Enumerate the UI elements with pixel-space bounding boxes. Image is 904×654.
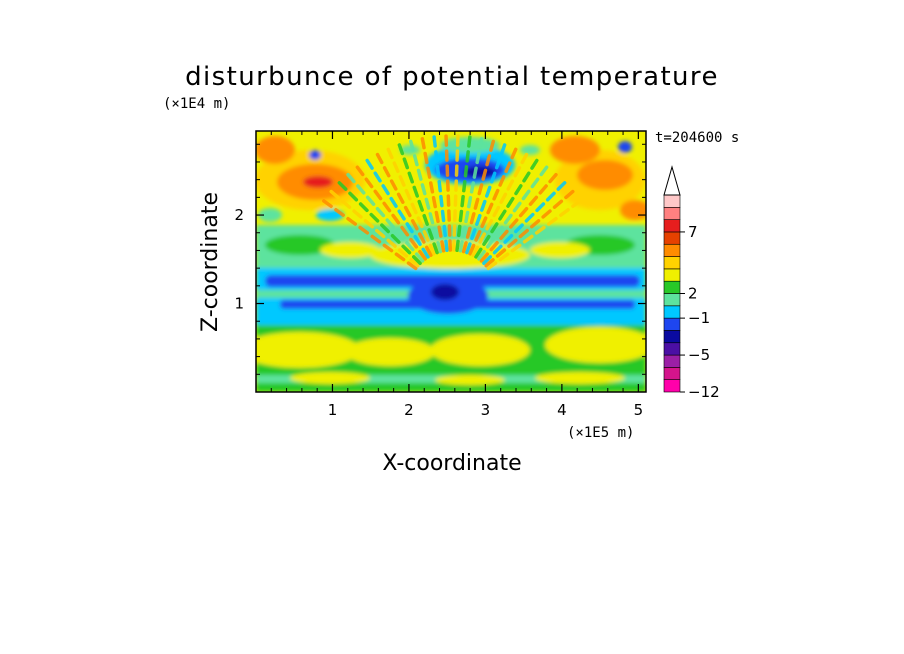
y-unit-label: (×1E4 m) <box>163 96 230 112</box>
colorbar-swatch <box>663 354 681 368</box>
wave-streak <box>420 136 446 253</box>
x-axis: 1 2 3 4 5 <box>270 131 644 419</box>
wave-streak <box>397 142 439 255</box>
wave-streak <box>484 189 576 268</box>
wave-streak <box>451 133 460 252</box>
colorbar-swatch <box>663 367 681 380</box>
colorbar: 7 2 −1 −5 −12 <box>663 165 720 401</box>
colorbar-swatch <box>663 342 681 356</box>
x-tick-label: 4 <box>557 401 567 419</box>
colorbar-label: 7 <box>688 223 698 241</box>
wave-streak <box>375 151 433 257</box>
time-label: t=204600 s <box>655 130 739 146</box>
plot-frame <box>255 130 647 393</box>
y-axis: 12 <box>234 143 646 375</box>
wave-streak <box>345 172 425 263</box>
colorbar-swatch <box>663 194 681 208</box>
wave-streak <box>408 138 443 254</box>
colorbar-swatch <box>663 280 681 294</box>
colorbar-swatch <box>663 256 681 270</box>
wave-streak <box>458 136 484 253</box>
colorbar-swatch <box>663 330 681 344</box>
wave-streak <box>479 172 559 263</box>
colorbar-swatch <box>663 379 681 393</box>
colorbar-swatch <box>663 231 681 245</box>
wave-streak <box>477 164 549 261</box>
wave-streak <box>471 151 529 257</box>
wave-streak <box>321 198 418 271</box>
colorbar-swatch <box>663 207 681 220</box>
colorbar-swatch <box>663 305 681 319</box>
x-tick-label: 1 <box>328 401 338 419</box>
y-tick-label: 1 <box>234 295 244 313</box>
wave-streak <box>386 146 436 256</box>
wave-streak <box>364 157 430 259</box>
wave-streak <box>465 142 507 255</box>
wave-streak <box>328 189 420 268</box>
colorbar-swatch <box>663 268 681 282</box>
colorbar-swatch <box>663 293 681 307</box>
colorbar-swatch <box>663 219 681 233</box>
x-axis-label: X-coordinate <box>382 451 521 476</box>
x-tick-label: 5 <box>634 401 644 419</box>
colorbar-swatch <box>663 243 681 257</box>
wave-streak <box>336 180 422 265</box>
y-tick-label: 2 <box>234 206 244 224</box>
colorbar-label: −5 <box>688 346 710 364</box>
colorbar-label: 2 <box>688 285 698 303</box>
wave-streak <box>468 146 518 256</box>
y-axis-label: Z-coordinate <box>198 192 223 332</box>
colorbar-swatch <box>663 317 681 331</box>
x-tick-label: 2 <box>404 401 414 419</box>
wave-streak <box>486 198 583 271</box>
colorbar-label: −12 <box>688 383 720 401</box>
wave-streak <box>474 157 540 259</box>
wave-streak <box>444 133 453 252</box>
chart-title: disturbunce of potential temperature <box>185 62 719 92</box>
colorbar-label: −1 <box>688 309 710 327</box>
wave-streak <box>455 134 472 253</box>
x-unit-label: (×1E5 m) <box>567 425 634 441</box>
wave-streak <box>432 134 449 253</box>
wave-streak <box>461 138 496 254</box>
colorbar-extend-arrow <box>663 165 681 196</box>
x-tick-label: 3 <box>481 401 491 419</box>
wave-streak <box>355 164 427 261</box>
heatmap-field <box>256 131 646 392</box>
wave-streak <box>482 180 568 265</box>
